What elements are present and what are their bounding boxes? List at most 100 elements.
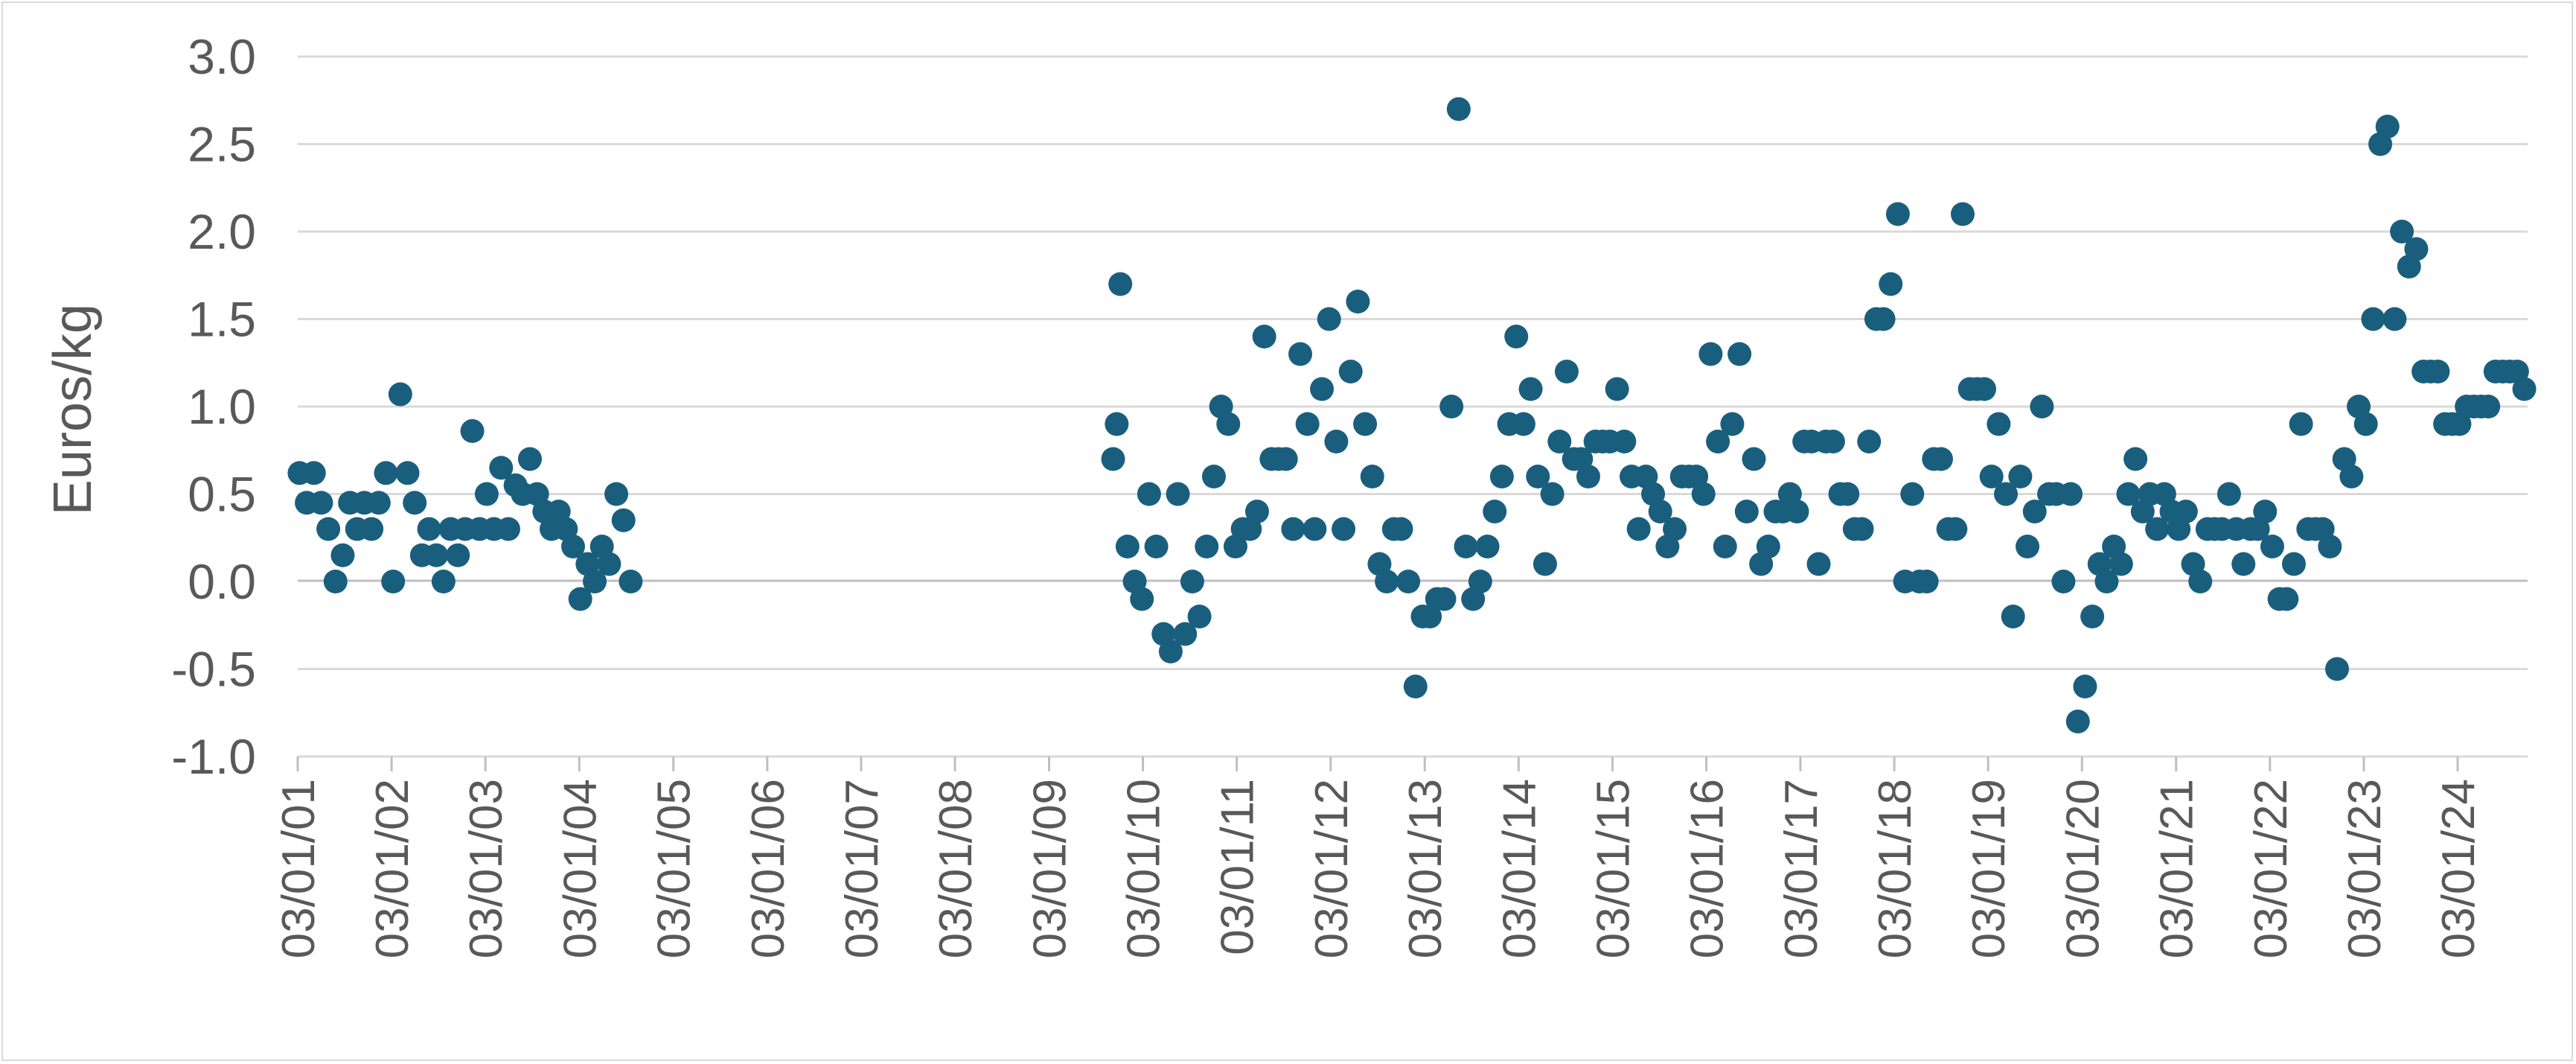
data-point [1987, 412, 2011, 436]
data-point [323, 570, 348, 593]
x-tick-label: 03/01/05 [649, 779, 700, 958]
data-point [1914, 570, 1939, 593]
data-point [2073, 675, 2097, 698]
data-point [1158, 640, 1183, 663]
data-point [2476, 395, 2501, 418]
x-axis-ticks: 03/01/01 03/01/02 03/01/03 03/01/04 03/01/05… [273, 756, 2484, 958]
data-point [1324, 430, 1349, 453]
data-point [2001, 605, 2025, 628]
data-point [1540, 482, 1565, 506]
data-point [1273, 447, 1298, 471]
data-point [1850, 517, 1874, 541]
data-point [2318, 535, 2342, 558]
data-point [1756, 535, 1780, 558]
x-tick-label: 03/01/17 [1776, 779, 1827, 958]
data-point [309, 491, 333, 515]
data-point [1252, 325, 1276, 348]
data-point [1173, 622, 1198, 646]
data-point [1295, 412, 1320, 436]
data-point [1310, 377, 1335, 401]
data-point [2145, 517, 2170, 541]
data-point [359, 517, 384, 541]
x-tick-label: 03/01/07 [837, 779, 888, 958]
data-point [496, 517, 520, 541]
x-tick-label: 03/01/12 [1306, 779, 1358, 958]
data-point [1713, 535, 1737, 558]
data-point [2375, 115, 2400, 138]
y-tick-label: 3.0 [188, 29, 256, 84]
data-point [611, 508, 636, 532]
x-tick-label: 03/01/08 [930, 779, 982, 958]
data-point [2065, 710, 2090, 733]
data-point [1108, 272, 1133, 296]
data-point [2016, 535, 2040, 558]
data-point [1835, 482, 1860, 506]
x-tick-label: 03/01/22 [2246, 779, 2297, 958]
data-point [1547, 430, 1572, 453]
data-point [1972, 377, 1997, 401]
data-point [1166, 482, 1190, 506]
y-tick-label: 2.0 [188, 204, 256, 259]
data-point [1403, 675, 1428, 698]
data-point [1101, 447, 1125, 471]
data-point [1691, 482, 1716, 506]
x-tick-label: 03/01/06 [743, 779, 794, 958]
data-point [2109, 552, 2133, 576]
x-tick-label: 03/01/23 [2339, 779, 2391, 958]
data-point [604, 482, 629, 506]
data-point [1446, 97, 1471, 121]
data-point [424, 543, 449, 567]
data-point [1728, 342, 1752, 366]
data-point [1806, 552, 1831, 576]
data-point [330, 543, 355, 567]
data-point [2382, 307, 2407, 331]
data-point [2022, 500, 2047, 523]
data-point [1195, 535, 1219, 558]
data-point [374, 461, 398, 485]
x-tick-label: 03/01/20 [2057, 779, 2109, 958]
data-point [1698, 342, 1723, 366]
gridlines [298, 55, 2528, 758]
data-point [1468, 570, 1492, 593]
data-point [2324, 657, 2349, 681]
data-point [1180, 570, 1204, 593]
data-point [1288, 342, 1313, 366]
data-point [1626, 517, 1651, 541]
y-tick-label: 0.0 [188, 554, 256, 609]
data-point [1504, 325, 1529, 348]
data-point [2116, 482, 2141, 506]
data-point [2188, 570, 2213, 593]
y-tick-label: 2.5 [188, 117, 256, 172]
x-tick-label: 03/01/14 [1494, 779, 1545, 958]
data-point [1360, 465, 1384, 488]
data-point [619, 570, 643, 593]
y-tick-label: 0.5 [188, 467, 256, 522]
x-tick-label: 03/01/15 [1588, 779, 1639, 958]
data-point [2094, 570, 2119, 593]
data-point [417, 517, 441, 541]
data-point [2217, 482, 2241, 506]
data-point [381, 570, 406, 593]
data-point [2275, 587, 2299, 611]
x-tick-label: 03/01/24 [2433, 779, 2484, 958]
x-tick-label: 03/01/10 [1119, 779, 1170, 958]
data-point [1871, 307, 1896, 331]
y-axis-ticks: -1.0 -0.5 0.0 0.5 1.0 1.5 2.0 2.5 3.0 [171, 29, 256, 784]
data-point [1785, 500, 1809, 523]
data-point [2008, 465, 2033, 488]
data-point [1663, 517, 1687, 541]
data-point [1201, 465, 1226, 488]
data-point [2361, 307, 2385, 331]
x-tick-label: 03/01/11 [1212, 779, 1264, 955]
data-point [1483, 500, 1507, 523]
data-point [1454, 535, 1478, 558]
data-point [1115, 535, 1140, 558]
data-point [460, 418, 485, 443]
x-tick-label: 03/01/18 [1870, 779, 1921, 958]
data-point [1554, 360, 1579, 383]
data-point [1734, 500, 1759, 523]
data-point [1281, 517, 1305, 541]
data-point [1821, 430, 1845, 453]
data-point [2080, 605, 2105, 628]
